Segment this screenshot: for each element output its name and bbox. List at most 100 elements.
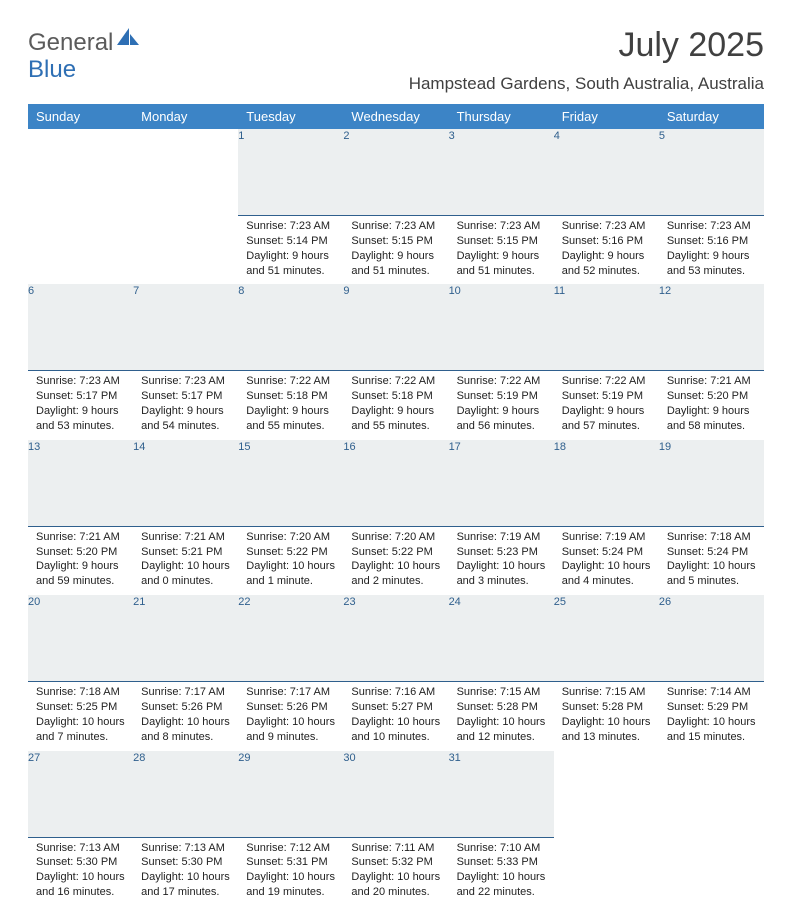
sunset-text: Sunset: 5:26 PM xyxy=(246,700,335,715)
sunset-text: Sunset: 5:29 PM xyxy=(667,700,756,715)
day-details: Sunrise: 7:15 AMSunset: 5:28 PMDaylight:… xyxy=(449,682,554,750)
day-number-row: 12345 xyxy=(28,129,764,216)
sunset-text: Sunset: 5:14 PM xyxy=(246,234,335,249)
day-cell: Sunrise: 7:22 AMSunset: 5:18 PMDaylight:… xyxy=(343,371,448,440)
day-number: 1 xyxy=(238,129,343,216)
daylight-text: Daylight: 10 hours and 4 minutes. xyxy=(562,559,651,589)
day-number: 5 xyxy=(659,129,764,216)
day-details: Sunrise: 7:23 AMSunset: 5:14 PMDaylight:… xyxy=(238,216,343,284)
day-details: Sunrise: 7:23 AMSunset: 5:15 PMDaylight:… xyxy=(343,216,448,284)
day-number-row: 13141516171819 xyxy=(28,440,764,527)
day-details: Sunrise: 7:15 AMSunset: 5:28 PMDaylight:… xyxy=(554,682,659,750)
sunset-text: Sunset: 5:20 PM xyxy=(36,545,125,560)
day-number: 12 xyxy=(659,284,764,371)
daylight-text: Daylight: 10 hours and 10 minutes. xyxy=(351,715,440,745)
day-cell: Sunrise: 7:17 AMSunset: 5:26 PMDaylight:… xyxy=(133,682,238,751)
daylight-text: Daylight: 9 hours and 52 minutes. xyxy=(562,249,651,279)
day-number: 31 xyxy=(449,751,554,838)
weekday-header: Tuesday xyxy=(238,104,343,129)
sunrise-text: Sunrise: 7:21 AM xyxy=(36,530,125,545)
sunrise-text: Sunrise: 7:14 AM xyxy=(667,685,756,700)
day-details: Sunrise: 7:18 AMSunset: 5:25 PMDaylight:… xyxy=(28,682,133,750)
sunset-text: Sunset: 5:30 PM xyxy=(141,855,230,870)
sunset-text: Sunset: 5:16 PM xyxy=(562,234,651,249)
sunset-text: Sunset: 5:26 PM xyxy=(141,700,230,715)
day-number: 7 xyxy=(133,284,238,371)
sunset-text: Sunset: 5:28 PM xyxy=(562,700,651,715)
day-details: Sunrise: 7:21 AMSunset: 5:20 PMDaylight:… xyxy=(659,371,764,439)
day-cell: Sunrise: 7:17 AMSunset: 5:26 PMDaylight:… xyxy=(238,682,343,751)
day-number: 6 xyxy=(28,284,133,371)
daylight-text: Daylight: 10 hours and 5 minutes. xyxy=(667,559,756,589)
day-details: Sunrise: 7:14 AMSunset: 5:29 PMDaylight:… xyxy=(659,682,764,750)
daylight-text: Daylight: 10 hours and 3 minutes. xyxy=(457,559,546,589)
day-number: 25 xyxy=(554,595,659,682)
day-details: Sunrise: 7:20 AMSunset: 5:22 PMDaylight:… xyxy=(343,527,448,595)
day-cell: Sunrise: 7:20 AMSunset: 5:22 PMDaylight:… xyxy=(343,526,448,595)
day-details: Sunrise: 7:19 AMSunset: 5:23 PMDaylight:… xyxy=(449,527,554,595)
day-cell: Sunrise: 7:19 AMSunset: 5:23 PMDaylight:… xyxy=(449,526,554,595)
day-number: 29 xyxy=(238,751,343,838)
sunset-text: Sunset: 5:19 PM xyxy=(457,389,546,404)
day-cell: Sunrise: 7:21 AMSunset: 5:20 PMDaylight:… xyxy=(28,526,133,595)
day-number: 27 xyxy=(28,751,133,838)
day-number: 10 xyxy=(449,284,554,371)
day-cell: Sunrise: 7:15 AMSunset: 5:28 PMDaylight:… xyxy=(449,682,554,751)
sunset-text: Sunset: 5:18 PM xyxy=(246,389,335,404)
day-details: Sunrise: 7:21 AMSunset: 5:21 PMDaylight:… xyxy=(133,527,238,595)
day-details: Sunrise: 7:18 AMSunset: 5:24 PMDaylight:… xyxy=(659,527,764,595)
weekday-header: Thursday xyxy=(449,104,554,129)
sunrise-text: Sunrise: 7:22 AM xyxy=(457,374,546,389)
day-number: 26 xyxy=(659,595,764,682)
sunrise-text: Sunrise: 7:21 AM xyxy=(141,530,230,545)
day-number: 19 xyxy=(659,440,764,527)
day-number: 15 xyxy=(238,440,343,527)
sunrise-text: Sunrise: 7:19 AM xyxy=(562,530,651,545)
sunrise-text: Sunrise: 7:22 AM xyxy=(246,374,335,389)
day-details: Sunrise: 7:22 AMSunset: 5:19 PMDaylight:… xyxy=(554,371,659,439)
weekday-header: Saturday xyxy=(659,104,764,129)
day-number: 17 xyxy=(449,440,554,527)
day-cell: Sunrise: 7:23 AMSunset: 5:16 PMDaylight:… xyxy=(554,216,659,285)
sunset-text: Sunset: 5:20 PM xyxy=(667,389,756,404)
sunset-text: Sunset: 5:21 PM xyxy=(141,545,230,560)
sunset-text: Sunset: 5:19 PM xyxy=(562,389,651,404)
sunset-text: Sunset: 5:22 PM xyxy=(351,545,440,560)
header: General July 2025 Hampstead Gardens, Sou… xyxy=(28,28,764,94)
daylight-text: Daylight: 10 hours and 9 minutes. xyxy=(246,715,335,745)
day-details: Sunrise: 7:12 AMSunset: 5:31 PMDaylight:… xyxy=(238,838,343,906)
sunrise-text: Sunrise: 7:17 AM xyxy=(246,685,335,700)
sunrise-text: Sunrise: 7:22 AM xyxy=(351,374,440,389)
day-cell: Sunrise: 7:23 AMSunset: 5:17 PMDaylight:… xyxy=(133,371,238,440)
sunrise-text: Sunrise: 7:23 AM xyxy=(457,219,546,234)
sunset-text: Sunset: 5:28 PM xyxy=(457,700,546,715)
sunset-text: Sunset: 5:31 PM xyxy=(246,855,335,870)
daylight-text: Daylight: 10 hours and 16 minutes. xyxy=(36,870,125,900)
sunrise-text: Sunrise: 7:20 AM xyxy=(246,530,335,545)
day-number: 11 xyxy=(554,284,659,371)
daylight-text: Daylight: 10 hours and 0 minutes. xyxy=(141,559,230,589)
day-number: 23 xyxy=(343,595,448,682)
day-details: Sunrise: 7:23 AMSunset: 5:16 PMDaylight:… xyxy=(659,216,764,284)
day-cell: Sunrise: 7:23 AMSunset: 5:17 PMDaylight:… xyxy=(28,371,133,440)
sunset-text: Sunset: 5:15 PM xyxy=(457,234,546,249)
daylight-text: Daylight: 9 hours and 51 minutes. xyxy=(246,249,335,279)
empty-cell xyxy=(659,751,764,838)
daylight-text: Daylight: 9 hours and 57 minutes. xyxy=(562,404,651,434)
day-cell: Sunrise: 7:13 AMSunset: 5:30 PMDaylight:… xyxy=(28,837,133,906)
sunrise-text: Sunrise: 7:21 AM xyxy=(667,374,756,389)
daylight-text: Daylight: 10 hours and 7 minutes. xyxy=(36,715,125,745)
daylight-text: Daylight: 9 hours and 53 minutes. xyxy=(667,249,756,279)
daylight-text: Daylight: 9 hours and 54 minutes. xyxy=(141,404,230,434)
day-number: 21 xyxy=(133,595,238,682)
sunrise-text: Sunrise: 7:17 AM xyxy=(141,685,230,700)
sunrise-text: Sunrise: 7:18 AM xyxy=(667,530,756,545)
day-cell: Sunrise: 7:23 AMSunset: 5:15 PMDaylight:… xyxy=(449,216,554,285)
day-cell: Sunrise: 7:23 AMSunset: 5:15 PMDaylight:… xyxy=(343,216,448,285)
day-number: 18 xyxy=(554,440,659,527)
day-number-row: 2728293031 xyxy=(28,751,764,838)
day-cell: Sunrise: 7:22 AMSunset: 5:18 PMDaylight:… xyxy=(238,371,343,440)
day-details: Sunrise: 7:16 AMSunset: 5:27 PMDaylight:… xyxy=(343,682,448,750)
empty-cell xyxy=(554,837,659,906)
empty-cell xyxy=(133,129,238,216)
